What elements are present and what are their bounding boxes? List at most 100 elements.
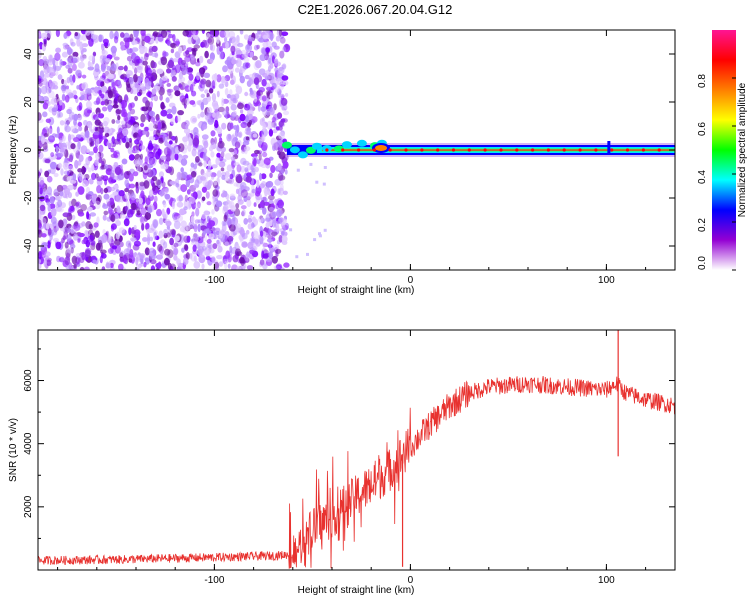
noise-dot bbox=[158, 86, 165, 96]
noise-dot bbox=[238, 131, 243, 138]
spectrogram-ylabel: Frequency (Hz) bbox=[8, 116, 19, 185]
noise-dot bbox=[50, 152, 55, 158]
x-tick-label: 100 bbox=[598, 275, 615, 286]
noise-dot bbox=[165, 220, 172, 227]
noise-dot bbox=[69, 74, 73, 83]
noise-dot bbox=[133, 133, 137, 139]
noise-dot bbox=[142, 60, 148, 66]
colorbar: 0.0 0.2 0.4 0.6 0.8 Normalized spectral ampl… bbox=[697, 30, 748, 271]
noise-dot bbox=[282, 190, 288, 195]
noise-dot bbox=[281, 75, 289, 81]
noise-dot bbox=[159, 77, 163, 87]
noise-dot bbox=[140, 207, 147, 216]
noise-dot bbox=[256, 84, 260, 89]
noise-dot bbox=[110, 63, 117, 72]
noise-dot bbox=[285, 92, 289, 97]
noise-dot bbox=[229, 122, 234, 130]
noise-dot bbox=[62, 212, 70, 218]
noise-dot bbox=[50, 154, 57, 160]
noise-dot bbox=[58, 219, 64, 229]
noise-dot bbox=[281, 235, 288, 244]
noise-dot bbox=[104, 62, 108, 68]
noise-dot bbox=[241, 232, 248, 240]
noise-dot bbox=[227, 263, 231, 269]
noise-dot bbox=[255, 190, 261, 197]
noise-dot bbox=[62, 42, 69, 47]
noise-dot bbox=[77, 238, 81, 243]
noise-dot bbox=[178, 46, 183, 54]
noise-dot bbox=[145, 53, 150, 58]
noise-dot bbox=[76, 85, 80, 90]
noise-dot bbox=[104, 132, 110, 138]
noise-dot bbox=[89, 124, 93, 132]
noise-dot bbox=[56, 126, 60, 135]
noise-dot bbox=[219, 229, 225, 236]
noise-dot bbox=[130, 237, 136, 242]
noise-dot bbox=[149, 153, 156, 158]
noise-dot bbox=[253, 157, 257, 167]
noise-dot bbox=[104, 179, 108, 186]
noise-dot bbox=[204, 114, 211, 121]
noise-dot bbox=[206, 201, 212, 206]
noise-dot bbox=[73, 263, 77, 269]
noise-dot bbox=[69, 154, 74, 163]
noise-dot bbox=[226, 218, 233, 225]
noise-dot bbox=[179, 208, 186, 216]
noise-dot bbox=[157, 33, 164, 42]
noise-dot bbox=[124, 192, 131, 200]
noise-dot bbox=[87, 167, 92, 173]
noise-dot bbox=[108, 235, 112, 244]
noise-dot bbox=[138, 197, 144, 205]
noise-dot bbox=[181, 247, 185, 253]
noise-dot bbox=[232, 255, 239, 263]
noise-dot bbox=[202, 137, 208, 146]
signal-peak bbox=[625, 148, 630, 152]
noise-dot bbox=[139, 47, 145, 55]
noise-dot bbox=[87, 96, 92, 100]
noise-dot bbox=[102, 135, 107, 140]
noise-dot bbox=[70, 125, 75, 133]
noise-dot bbox=[240, 265, 246, 270]
noise-dot bbox=[213, 261, 220, 269]
noise-dot bbox=[222, 65, 228, 73]
noise-dot bbox=[136, 65, 142, 70]
signal-peak bbox=[515, 148, 519, 152]
noise-dot bbox=[167, 33, 174, 39]
noise-dot bbox=[155, 179, 161, 186]
noise-dot bbox=[78, 256, 85, 263]
noise-dot bbox=[157, 148, 163, 156]
noise-dot bbox=[115, 62, 119, 72]
noise-dot bbox=[150, 117, 155, 123]
noise-dot bbox=[268, 241, 272, 250]
noise-dot bbox=[100, 101, 106, 106]
noise-dot bbox=[94, 63, 100, 73]
noise-dot bbox=[193, 163, 198, 170]
noise-dot bbox=[101, 43, 105, 48]
noise-dot bbox=[256, 179, 260, 188]
noise-dot bbox=[57, 206, 64, 213]
noise-dot bbox=[207, 36, 215, 46]
noise-dot bbox=[262, 263, 268, 270]
noise-dot bbox=[278, 125, 283, 131]
noise-dot bbox=[128, 77, 134, 85]
signal-peak bbox=[610, 148, 614, 152]
noise-dot bbox=[185, 252, 190, 260]
noise-dot bbox=[180, 184, 188, 193]
noise-dot bbox=[222, 109, 229, 116]
noise-dot bbox=[136, 65, 143, 73]
noise-dot bbox=[38, 82, 43, 87]
noise-dot bbox=[63, 230, 69, 240]
noise-dot bbox=[133, 124, 140, 133]
noise-dot bbox=[295, 255, 299, 259]
noise-dot bbox=[206, 239, 212, 244]
noise-dot bbox=[296, 168, 300, 172]
noise-dot bbox=[263, 201, 270, 206]
noise-dot bbox=[190, 115, 198, 124]
noise-dot bbox=[39, 209, 46, 216]
noise-dot bbox=[98, 89, 102, 97]
noise-dot bbox=[242, 140, 250, 146]
noise-dot bbox=[259, 172, 262, 181]
noise-dot bbox=[228, 148, 235, 153]
noise-dot bbox=[265, 110, 270, 116]
noise-dot bbox=[245, 136, 250, 141]
